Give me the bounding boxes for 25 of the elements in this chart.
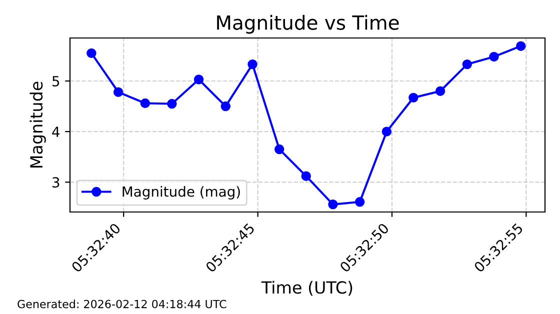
point: [220, 101, 230, 112]
point: [301, 171, 311, 181]
point: [462, 59, 472, 70]
y-tick-label: 3: [52, 177, 60, 188]
point: [194, 74, 204, 84]
point: [140, 98, 150, 108]
point: [167, 98, 177, 109]
point: [328, 200, 338, 210]
x-axis-title: Time (UTC): [261, 280, 352, 296]
y-axis-title: Magnitude: [30, 82, 46, 168]
point: [274, 144, 284, 154]
point: [382, 126, 392, 136]
point: [86, 48, 96, 58]
point: [354, 197, 365, 207]
chart-title: Magnitude vs Time: [217, 14, 399, 34]
y-tick-label: 5: [52, 76, 60, 86]
text: Generated: 2026-02-12 04:18:44 UTC: [18, 300, 226, 308]
point: [113, 87, 124, 97]
point: [248, 59, 258, 70]
y-tick-label: 4: [52, 126, 60, 137]
legend-label: Magnitude (mag): [122, 186, 240, 200]
point: [516, 41, 526, 51]
point: [408, 92, 418, 103]
point: [489, 52, 499, 62]
point: [435, 86, 446, 96]
